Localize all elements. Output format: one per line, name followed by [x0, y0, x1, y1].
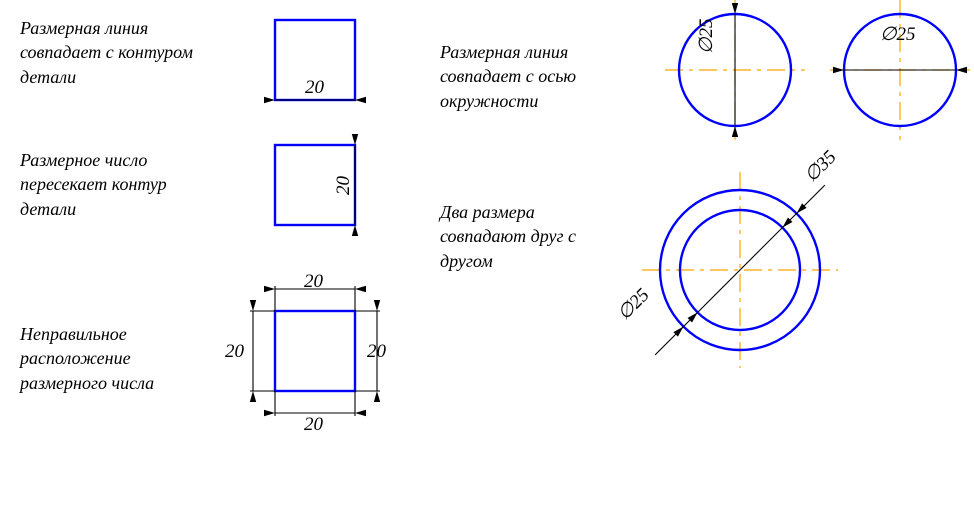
svg-text:∅25: ∅25 — [880, 24, 916, 45]
svg-text:20: 20 — [333, 176, 354, 196]
svg-text:20: 20 — [304, 414, 324, 435]
svg-text:20: 20 — [225, 341, 245, 362]
svg-text:∅35: ∅35 — [801, 147, 841, 187]
diagram-canvas: 20 20 20 20 20 20 ∅25 ∅25 ∅25 ∅35 — [0, 0, 974, 507]
svg-text:20: 20 — [305, 77, 325, 98]
svg-text:20: 20 — [304, 271, 324, 292]
svg-text:20: 20 — [367, 341, 387, 362]
svg-text:∅25: ∅25 — [696, 18, 717, 54]
svg-text:∅25: ∅25 — [614, 285, 654, 325]
